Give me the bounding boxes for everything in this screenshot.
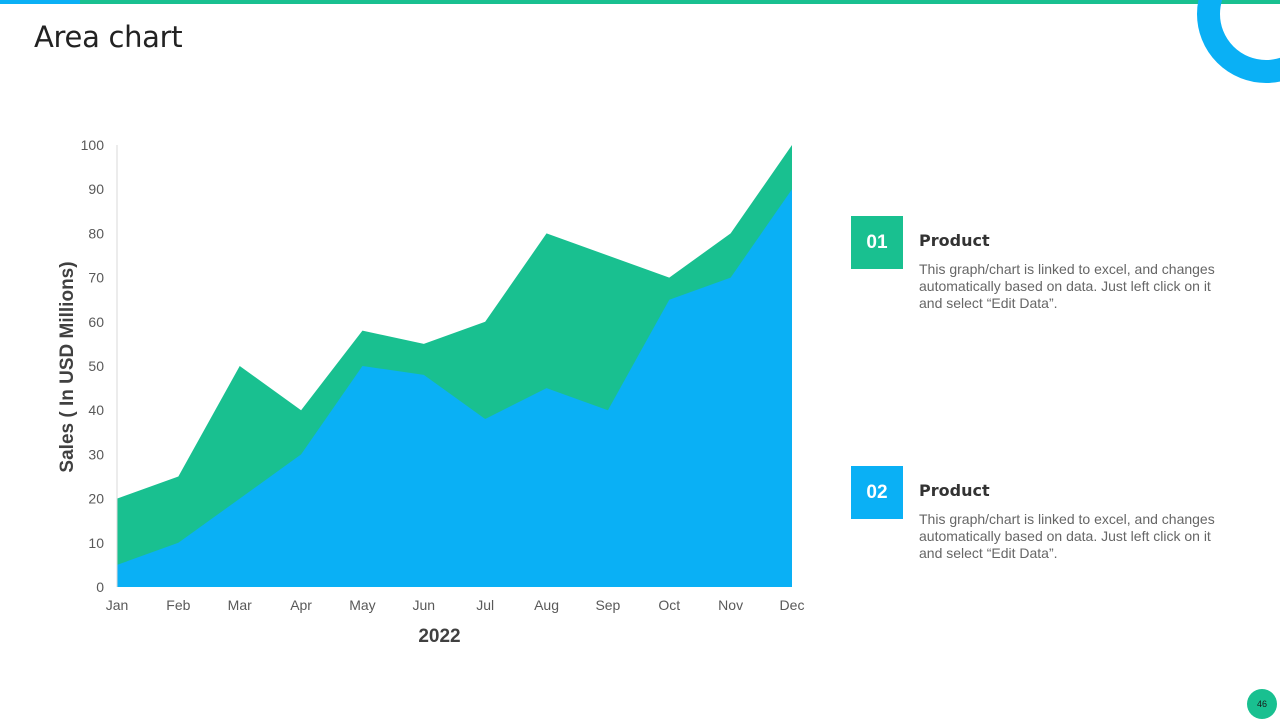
x-tick-label: Feb — [166, 597, 190, 613]
top-accent-bar-blue-segment — [0, 0, 80, 4]
x-tick-label: Sep — [595, 597, 620, 613]
page-title: Area chart — [34, 20, 183, 54]
legend-badge-2: 02 — [851, 466, 903, 519]
legend-title-2: Product — [919, 481, 990, 500]
x-tick-label: Aug — [534, 597, 559, 613]
x-tick-label: Jun — [413, 597, 436, 613]
legend-badge-1: 01 — [851, 216, 903, 269]
page-number-badge: 46 — [1247, 689, 1277, 719]
legend-title-1: Product — [919, 231, 990, 250]
y-tick-label: 20 — [88, 491, 104, 507]
y-tick-label: 10 — [88, 535, 104, 551]
y-tick-label: 80 — [88, 225, 104, 241]
x-tick-label: Jan — [106, 597, 129, 613]
y-tick-label: 30 — [88, 446, 104, 462]
x-tick-label: Nov — [718, 597, 743, 613]
y-tick-label: 40 — [88, 402, 104, 418]
legend-description-1: This graph/chart is linked to excel, and… — [919, 261, 1215, 311]
legend-description-2: This graph/chart is linked to excel, and… — [919, 511, 1215, 561]
y-tick-label: 100 — [81, 137, 105, 153]
x-tick-label: Jul — [476, 597, 494, 613]
x-tick-label: May — [349, 597, 375, 613]
y-tick-label: 90 — [88, 181, 104, 197]
y-tick-label: 50 — [88, 358, 104, 374]
top-accent-bar — [0, 0, 1280, 4]
area-chart: 0 10 20 30 40 50 60 70 80 90 100 Jan Feb Mar Apr May Jun… — [57, 137, 805, 647]
x-tick-label: Apr — [290, 597, 312, 613]
x-tick-label: Oct — [658, 597, 680, 613]
y-tick-label: 0 — [96, 579, 104, 595]
x-axis-title: 2022 — [418, 626, 460, 647]
y-tick-label: 60 — [88, 314, 104, 330]
x-tick-label: Mar — [228, 597, 252, 613]
y-axis-title: Sales ( In USD Millions) — [57, 261, 78, 472]
y-tick-label: 70 — [88, 270, 104, 286]
x-tick-label: Dec — [780, 597, 805, 613]
corner-arc-decoration — [1197, 0, 1280, 83]
area-series-2 — [117, 189, 792, 587]
